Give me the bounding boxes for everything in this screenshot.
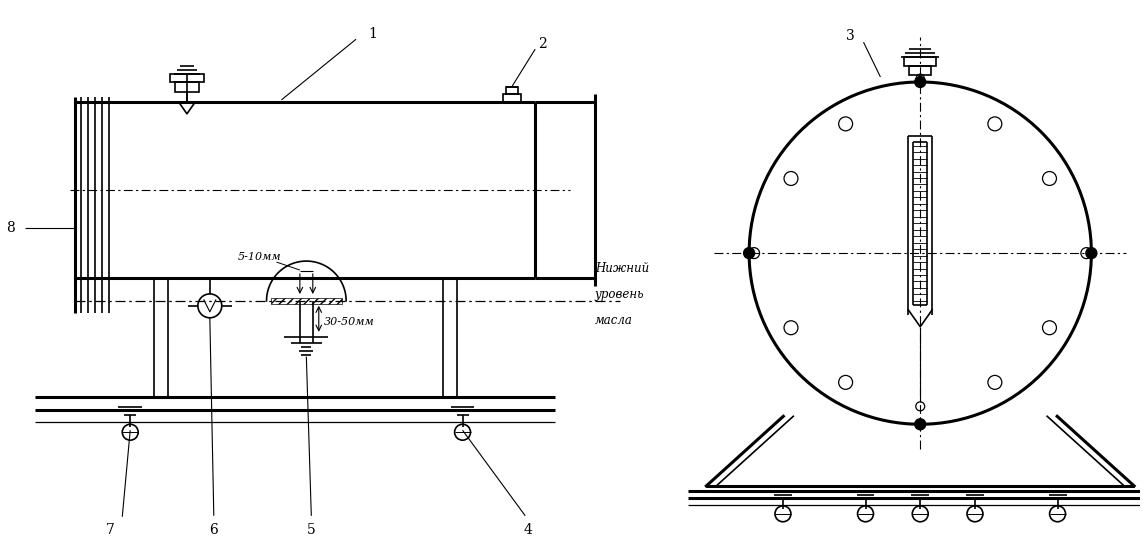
Bar [506, 87, 518, 94]
Text: 3: 3 [846, 29, 855, 43]
Bar [910, 66, 932, 75]
Text: 6: 6 [209, 523, 218, 537]
Bar [170, 74, 203, 82]
Text: 8: 8 [7, 221, 15, 235]
Circle shape [914, 419, 926, 430]
Bar [503, 94, 521, 102]
Circle shape [914, 76, 926, 87]
Bar [175, 82, 199, 92]
Text: 30-50мм: 30-50мм [325, 317, 375, 327]
Text: Нижний: Нижний [594, 262, 649, 275]
Bar [904, 57, 936, 66]
Text: 5-10мм: 5-10мм [238, 252, 281, 262]
Text: уровень: уровень [594, 288, 645, 301]
Text: 4: 4 [523, 523, 533, 537]
Circle shape [744, 248, 754, 259]
Text: 7: 7 [106, 523, 114, 537]
Bar [271, 298, 342, 304]
Text: масла: масла [594, 314, 633, 327]
Text: 1: 1 [368, 27, 377, 41]
Text: 2: 2 [537, 37, 546, 51]
Text: 5: 5 [307, 523, 315, 537]
Circle shape [1086, 248, 1097, 259]
